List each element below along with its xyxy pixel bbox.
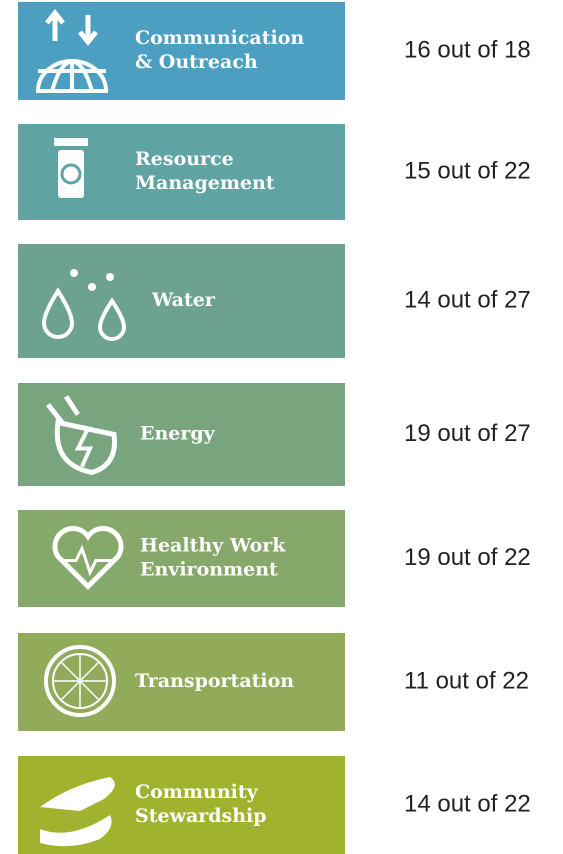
category-label: Resource — [135, 148, 234, 170]
category-label: & Outreach — [135, 51, 258, 73]
category-icon — [35, 8, 109, 93]
category-score: 19 out of 22 — [404, 544, 531, 571]
category-icon — [44, 645, 116, 717]
category-label: Management — [135, 172, 275, 194]
category-row: Water 14 out of 27 — [18, 244, 531, 358]
category-label: Water — [151, 289, 216, 311]
category-row: Communication& Outreach 16 out of 18 — [18, 2, 531, 100]
category-row: Energy 19 out of 27 — [18, 383, 531, 486]
category-label: Energy — [140, 423, 216, 445]
category-icon — [46, 395, 118, 476]
category-banner — [18, 244, 345, 358]
category-score: 16 out of 18 — [404, 36, 531, 63]
category-label: Environment — [140, 559, 278, 581]
category-score: 14 out of 27 — [404, 286, 531, 313]
category-label: Healthy Work — [140, 535, 286, 557]
category-icon — [52, 526, 124, 591]
category-banner — [18, 383, 345, 486]
category-score: 15 out of 22 — [404, 157, 531, 184]
category-label: Community — [135, 781, 259, 803]
category-label: Stewardship — [135, 805, 267, 827]
category-score: 14 out of 22 — [404, 790, 531, 817]
category-label: Transportation — [135, 670, 294, 692]
category-score: 19 out of 27 — [404, 420, 531, 447]
category-label: Communication — [135, 27, 304, 49]
category-icon — [41, 269, 127, 341]
category-score: 11 out of 22 — [404, 667, 529, 694]
category-row: Transportation 11 out of 22 — [18, 633, 529, 731]
category-icon — [40, 777, 115, 847]
category-icon — [54, 138, 88, 198]
